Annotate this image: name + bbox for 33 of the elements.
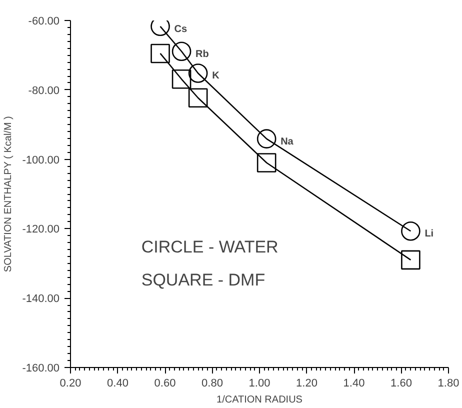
point	[150, 44, 170, 64]
x-tick-label: 0.40	[107, 378, 128, 390]
point	[172, 42, 192, 62]
x-tick-label: 0.80	[202, 378, 223, 390]
y-tick-label: -60.00	[28, 16, 60, 28]
y-axis-title: SOLVATION ENTHALPY ( Kcal/M )	[3, 116, 14, 272]
x-tick-label: 1.80	[438, 378, 460, 390]
point	[172, 69, 192, 89]
point	[188, 64, 208, 83]
y-tick-label: -160.00	[22, 362, 60, 374]
annotation: Cs	[174, 24, 188, 35]
annotation: Na	[280, 136, 294, 148]
point	[256, 129, 276, 148]
annotation: SQUARE - DMF	[141, 270, 266, 290]
x-tick-label: 1.20	[296, 378, 318, 390]
x-tick-label: 0.60	[154, 378, 176, 390]
point	[256, 153, 276, 172]
annotation: K	[212, 70, 220, 82]
y-tick-label: -80.00	[28, 84, 60, 97]
y-tick-label: -100.00	[22, 154, 60, 166]
annotation: Rb	[196, 48, 209, 60]
y-tick-label: -140.00	[22, 293, 60, 306]
annotation: CIRCLE - WATER	[141, 237, 278, 256]
x-tick-label: 1.00	[248, 378, 270, 390]
y-tick-label: -120.00	[22, 224, 60, 236]
x-axis-title: 1/CATION RADIUS	[216, 394, 303, 406]
annotation: Li	[424, 228, 434, 240]
x-tick-label: 1.60	[390, 378, 412, 390]
x-tick-label: 1.40	[343, 378, 365, 390]
point	[401, 221, 420, 241]
point	[188, 88, 208, 108]
x-tick-label: 0.20	[60, 378, 82, 390]
point	[401, 250, 420, 270]
